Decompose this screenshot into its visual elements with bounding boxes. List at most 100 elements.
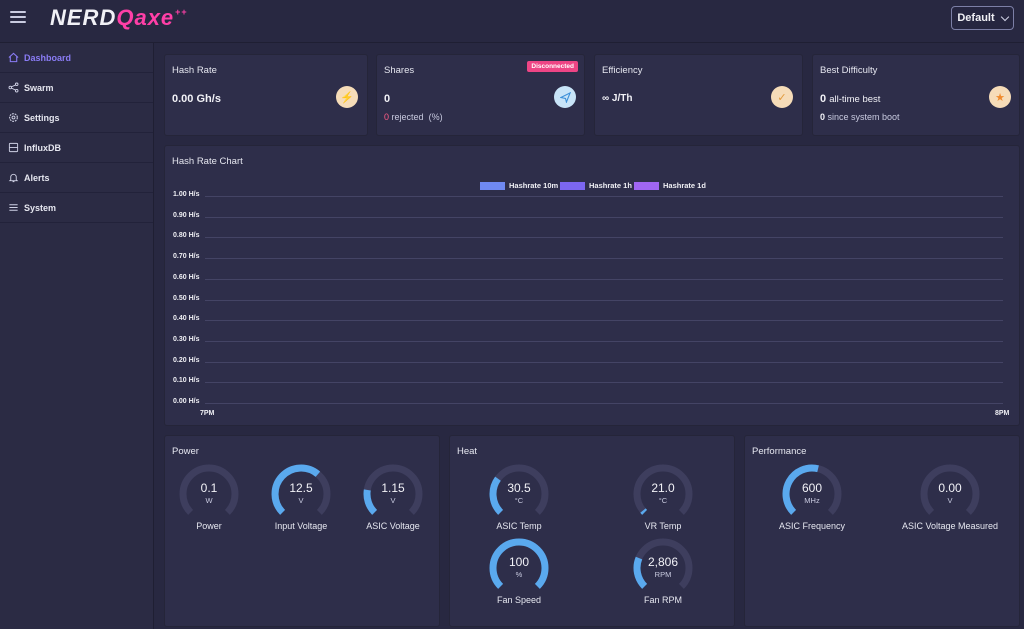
- hashrate-number: 0.00: [172, 93, 194, 105]
- gauge-fill: [489, 476, 504, 515]
- rejected-count: 0: [384, 112, 390, 122]
- alltime-best-label: all-time best: [829, 94, 881, 105]
- gauge-arc: [271, 464, 331, 515]
- best-difficulty-card: Best Difficulty 0 all-time best 0 since …: [812, 54, 1020, 136]
- legend-swatch: [560, 181, 585, 190]
- theme-select[interactable]: Default: [951, 6, 1014, 30]
- x-tick-label: 8PM: [995, 410, 1010, 417]
- hamburger-menu-icon[interactable]: [10, 11, 26, 25]
- chart-gridline: [205, 258, 1003, 260]
- y-tick-label: 0.10 H/s: [173, 377, 200, 385]
- gauge-track: [633, 464, 693, 515]
- gauge-label: VR Temp: [644, 521, 682, 531]
- hashrate-value: 0.00 Gh/s: [172, 93, 221, 105]
- gauge-label: Fan Speed: [496, 595, 542, 605]
- performance-card: Performance 600 MHz ASIC Frequency 0.00 V ASI…: [744, 435, 1020, 627]
- gauge-value: 1.15: [381, 481, 405, 495]
- gauge: 2,806 RPM: [633, 538, 693, 598]
- gauge-label: Power: [196, 521, 222, 531]
- legend-item[interactable]: Hashrate 1d: [634, 181, 706, 190]
- legend-label: Hashrate 10m: [509, 181, 559, 190]
- sidebar-item-label: Dashboard: [24, 52, 72, 63]
- gauge-unit: V: [947, 496, 953, 505]
- sidebar-item-dashboard[interactable]: Dashboard: [0, 43, 153, 73]
- hashrate-unit: Gh/s: [196, 93, 221, 105]
- shares-card: Shares Disconnected 0 0 rejected (%): [376, 54, 585, 136]
- y-tick-label: 0.00 H/s: [173, 398, 200, 405]
- list-icon: [8, 202, 19, 213]
- gauge-value: 0.00: [938, 481, 962, 495]
- rejected-percent: (%): [428, 112, 443, 122]
- hashrate-chart-card: Hash Rate Chart Hashrate 10m Hashrate 1h H…: [164, 145, 1020, 426]
- legend-label: Hashrate 1h: [589, 181, 632, 190]
- since-boot-label: since system boot: [827, 112, 900, 122]
- legend-item[interactable]: Hashrate 10m: [480, 181, 558, 190]
- sidebar-item-label: Alerts: [24, 172, 50, 183]
- logo-text-1: NERD: [50, 5, 117, 30]
- gauge-unit: °C: [658, 496, 668, 505]
- gauge-fill: [363, 489, 378, 515]
- sidebar-item-settings[interactable]: Settings: [0, 103, 153, 133]
- chart-title: Hash Rate Chart: [172, 156, 243, 167]
- sidebar-item-alerts[interactable]: Alerts: [0, 163, 153, 193]
- gauge-value: 30.5: [507, 481, 531, 495]
- theme-select-value: Default: [957, 12, 995, 24]
- gauge-value: 100: [508, 555, 530, 569]
- gauge: 30.5 °C: [489, 464, 549, 524]
- card-title: Hash Rate: [172, 65, 217, 76]
- bolt-icon: ⚡: [336, 86, 358, 108]
- gauge-fill: [489, 538, 549, 589]
- sidebar-item-influxdb[interactable]: InfluxDB: [0, 133, 153, 163]
- gauge-value: 21.0: [651, 481, 675, 495]
- legend-item[interactable]: Hashrate 1h: [560, 181, 632, 190]
- card-title: Shares: [384, 65, 415, 76]
- gauge-value: 600: [801, 481, 823, 495]
- sidebar-item-swarm[interactable]: Swarm: [0, 73, 153, 103]
- legend-swatch: [480, 181, 505, 190]
- gauge-unit: MHz: [804, 496, 820, 505]
- gauge-arc: [782, 464, 842, 515]
- gauge-fill: [633, 556, 648, 589]
- gauge-fill: [782, 464, 819, 515]
- chart-gridline: [205, 278, 1003, 280]
- sidebar-item-system[interactable]: System: [0, 193, 153, 223]
- gauge-arc: [179, 464, 239, 515]
- card-title: Power: [172, 446, 199, 457]
- y-tick-label: 0.40 H/s: [173, 315, 200, 323]
- gauge-arc: [633, 464, 693, 515]
- chart-gridline: [205, 403, 1003, 404]
- gauge-track: [920, 464, 980, 515]
- gauge-arc: [633, 538, 693, 589]
- status-badge: Disconnected: [527, 61, 578, 72]
- y-tick-label: 0.80 H/s: [173, 232, 200, 240]
- legend-swatch: [634, 181, 659, 190]
- gauge: 100%: [489, 538, 549, 598]
- chart-gridline: [205, 382, 1003, 384]
- y-tick-label: 0.30 H/s: [173, 335, 200, 343]
- alltime-best: 0 all-time best: [820, 93, 880, 105]
- gauge-fill: [271, 464, 321, 515]
- card-title: Performance: [752, 446, 807, 457]
- rejected-label: rejected: [391, 112, 424, 122]
- efficiency-card: Efficiency ∞ J/Th ✓: [594, 54, 803, 136]
- gauge-arc: [363, 464, 423, 515]
- gauge-label: ASIC Voltage: [366, 521, 420, 531]
- top-bar: NERDQaxe++ Default: [0, 0, 1024, 43]
- gear-icon: [8, 112, 19, 123]
- sidebar: Dashboard Swarm Settings InfluxDB Alerts…: [0, 43, 154, 629]
- gauge-value: 2,806: [647, 555, 679, 569]
- gauge: 12.5 V: [271, 464, 331, 524]
- gauge: 1.15 V: [363, 464, 423, 524]
- shares-rejected: 0 rejected (%): [384, 112, 443, 122]
- chart-gridline: [205, 237, 1003, 239]
- sidebar-item-label: System: [24, 202, 57, 213]
- power-card: Power 0.1 W Power 12.5 V Input Voltage 1.15 V AS…: [164, 435, 440, 627]
- logo-text-2: Qaxe: [116, 5, 175, 30]
- gauge-unit: RPM: [654, 570, 672, 579]
- chart-gridline: [205, 320, 1003, 322]
- gauge: 0.00 V: [920, 464, 980, 524]
- sidebar-item-label: InfluxDB: [24, 142, 61, 153]
- card-title: Best Difficulty: [820, 65, 878, 76]
- chart-gridline: [205, 340, 1003, 342]
- logo: NERDQaxe++: [50, 5, 188, 35]
